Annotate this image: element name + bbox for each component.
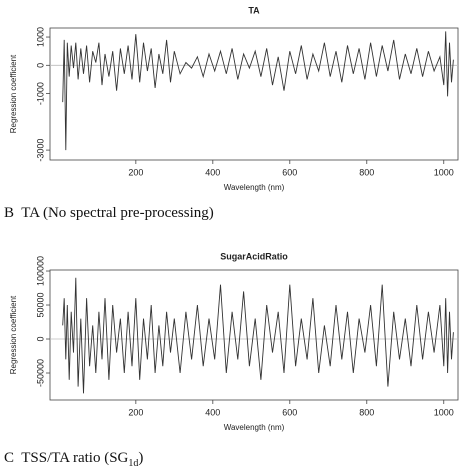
x-tick-label: 600: [282, 407, 297, 417]
x-tick-label: 1000: [434, 407, 454, 417]
y-tick-label: 1000: [35, 27, 45, 47]
x-axis-label: Wavelength (nm): [224, 423, 285, 432]
y-tick-label: -3000: [35, 139, 45, 162]
plot-frame: [49, 27, 459, 161]
y-tick-label: -1000: [35, 82, 45, 105]
y-axis-label: Regression coefficient: [9, 54, 18, 133]
caption-end: ): [138, 450, 144, 466]
x-tick-label: 200: [128, 167, 143, 177]
plot-frame: [49, 269, 459, 401]
caption-letter: B: [4, 205, 15, 221]
chart-title: TA: [248, 5, 260, 15]
caption-text: TSS/TA ratio (SG: [21, 450, 129, 466]
x-tick-label: 1000: [434, 167, 454, 177]
x-tick-label: 800: [359, 407, 374, 417]
y-tick-label: -50000: [35, 359, 45, 387]
x-tick-label: 600: [282, 167, 297, 177]
x-tick-label: 200: [128, 407, 143, 417]
caption-subscript: 1d: [128, 458, 139, 469]
y-tick-label: 0: [35, 337, 45, 342]
caption-letter: C: [4, 450, 15, 466]
x-tick-label: 400: [205, 407, 220, 417]
chart-title: SugarAcidRatio: [220, 251, 288, 261]
y-tick-label: 0: [35, 63, 45, 68]
caption: C TSS/TA ratio (SG1d): [4, 450, 143, 469]
x-axis-label: Wavelength (nm): [224, 183, 285, 192]
y-axis-label: Regression coefficient: [9, 295, 18, 374]
caption: B TA (No spectral pre-processing): [4, 205, 214, 222]
caption-text: TA (No spectral pre-processing): [21, 205, 214, 221]
x-tick-label: 800: [359, 167, 374, 177]
y-tick-label: 100000: [35, 256, 45, 286]
x-tick-label: 400: [205, 167, 220, 177]
y-tick-label: 50000: [35, 293, 45, 318]
data-line: [62, 277, 454, 394]
data-line: [62, 31, 454, 151]
